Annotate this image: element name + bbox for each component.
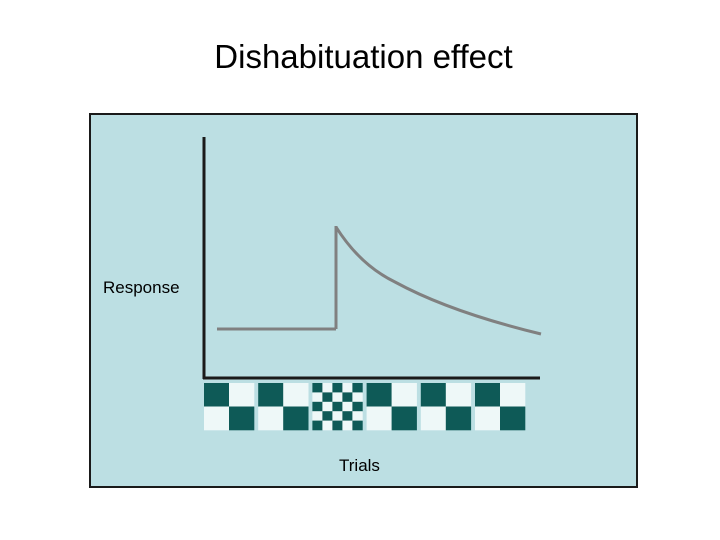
checker-cell bbox=[420, 406, 447, 431]
checker-cell bbox=[342, 401, 353, 412]
checker-cell bbox=[352, 401, 363, 412]
checker-cell bbox=[332, 401, 343, 412]
checker-cell bbox=[258, 383, 284, 407]
x-axis-label: Trials bbox=[339, 456, 380, 475]
checker-cell bbox=[332, 383, 343, 393]
stimulus-tile-5 bbox=[420, 383, 472, 431]
checker-cell bbox=[204, 406, 230, 431]
checker-cell bbox=[312, 401, 323, 412]
stimulus-tile-2 bbox=[258, 383, 309, 431]
checker-cell bbox=[352, 411, 363, 421]
stimulus-tile-6 bbox=[475, 383, 526, 431]
checker-cell bbox=[332, 392, 343, 403]
checker-cell bbox=[366, 406, 392, 431]
checker-cell bbox=[322, 411, 333, 421]
checker-cell bbox=[342, 420, 353, 431]
checker-cell bbox=[229, 383, 255, 407]
checker-cell bbox=[391, 383, 417, 407]
checker-cell bbox=[312, 411, 323, 421]
slide-title: Dishabituation effect bbox=[214, 38, 513, 75]
checker-cell bbox=[352, 392, 363, 403]
stimulus-strip bbox=[204, 383, 526, 431]
checker-cell bbox=[352, 420, 363, 431]
checker-cell bbox=[366, 383, 392, 407]
checker-cell bbox=[322, 420, 333, 431]
checker-cell bbox=[420, 383, 447, 407]
checker-cell bbox=[283, 406, 309, 431]
checker-cell bbox=[445, 406, 472, 431]
checker-cell bbox=[322, 383, 333, 393]
checker-cell bbox=[445, 383, 472, 407]
checker-cell bbox=[342, 383, 353, 393]
diagram-panel bbox=[89, 113, 638, 488]
checker-cell bbox=[475, 406, 501, 431]
checker-cell bbox=[312, 420, 323, 431]
checker-cell bbox=[500, 406, 526, 431]
checker-cell bbox=[229, 406, 255, 431]
checker-cell bbox=[322, 401, 333, 412]
stimulus-tile-1 bbox=[204, 383, 255, 431]
checker-cell bbox=[312, 383, 323, 393]
checker-cell bbox=[283, 383, 309, 407]
checker-cell bbox=[332, 420, 343, 431]
stimulus-tile-4 bbox=[366, 383, 417, 431]
checker-cell bbox=[312, 392, 323, 403]
checker-cell bbox=[342, 411, 353, 421]
checker-cell bbox=[475, 383, 501, 407]
checker-cell bbox=[204, 383, 230, 407]
checker-cell bbox=[332, 411, 343, 421]
y-axis-label: Response bbox=[103, 278, 180, 297]
stimulus-tile-3-novel bbox=[312, 383, 363, 431]
checker-cell bbox=[342, 392, 353, 403]
checker-cell bbox=[322, 392, 333, 403]
habituation-decay-curve bbox=[334, 226, 542, 336]
checker-cell bbox=[258, 406, 284, 431]
checker-cell bbox=[500, 383, 526, 407]
checker-cell bbox=[391, 406, 417, 431]
checker-cell bbox=[352, 383, 363, 393]
